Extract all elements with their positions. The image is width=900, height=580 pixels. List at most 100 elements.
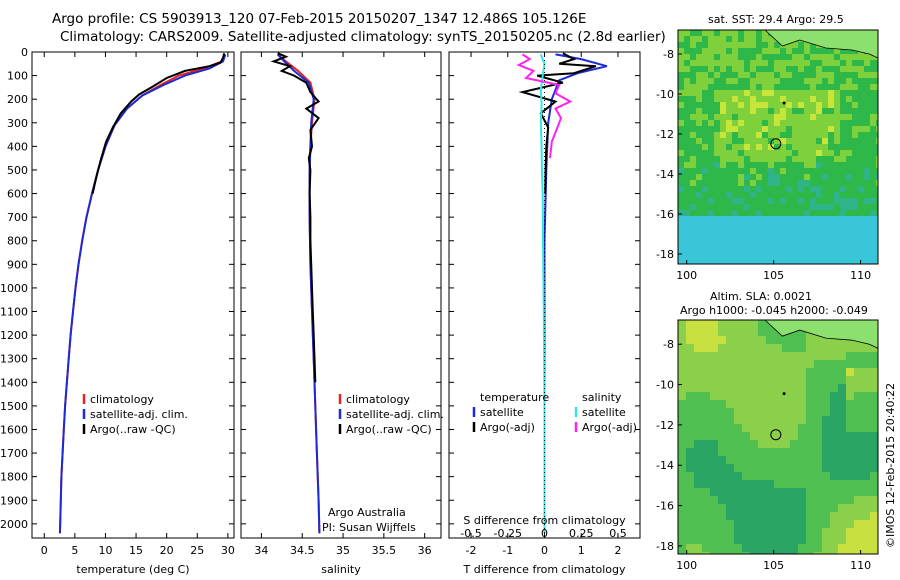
map-cell: [838, 520, 846, 528]
map-cell: [786, 96, 792, 102]
map-cell: [762, 42, 768, 48]
map-cell: [750, 174, 756, 180]
map-cell: [702, 186, 708, 192]
y-tick-label: -10: [656, 88, 674, 101]
map-cell: [732, 228, 738, 234]
map-cell: [862, 488, 870, 496]
map-cell: [702, 472, 710, 480]
map-cell: [684, 30, 690, 36]
map-cell: [792, 204, 798, 210]
map-cell: [742, 520, 750, 528]
map-cell: [870, 416, 878, 424]
map-cell: [762, 138, 768, 144]
map-cell: [806, 536, 814, 544]
map-cell: [846, 48, 852, 54]
map-cell: [774, 144, 780, 150]
map-cell: [758, 336, 766, 344]
map-cell: [864, 72, 870, 78]
map-cell: [814, 520, 822, 528]
map-cell: [702, 228, 708, 234]
map-cell: [702, 528, 710, 536]
map-cell: [726, 416, 734, 424]
map-cell: [710, 544, 718, 552]
map-cell: [870, 368, 878, 376]
map-cell: [734, 512, 742, 520]
map-cell: [708, 162, 714, 168]
map-cell: [742, 448, 750, 456]
map-cell: [734, 456, 742, 464]
map-cell: [862, 528, 870, 536]
map-cell: [744, 42, 750, 48]
map-cell: [750, 144, 756, 150]
map-cell: [720, 204, 726, 210]
map-cell: [744, 156, 750, 162]
map-cell: [756, 42, 762, 48]
map-cell: [786, 72, 792, 78]
map-cell: [714, 174, 720, 180]
map-cell: [840, 156, 846, 162]
map-cell: [702, 72, 708, 78]
map-cell: [756, 222, 762, 228]
map-cell: [828, 114, 834, 120]
map-cell: [720, 30, 726, 36]
map-cell: [798, 96, 804, 102]
map-cell: [846, 432, 854, 440]
map-cell: [782, 392, 790, 400]
map-cell: [732, 156, 738, 162]
map-cell: [810, 54, 816, 60]
map-cell: [864, 258, 870, 264]
map-cell: [804, 258, 810, 264]
map-cell: [828, 228, 834, 234]
map-cell: [798, 336, 806, 344]
map-cell: [714, 186, 720, 192]
map-cell: [774, 42, 780, 48]
map-cell: [766, 480, 774, 488]
map-cell: [846, 222, 852, 228]
map-cell: [710, 400, 718, 408]
x-tick-label: 20: [160, 544, 174, 557]
map-cell: [814, 488, 822, 496]
map-cell: [876, 144, 878, 150]
map-cell: [686, 448, 694, 456]
map-cell: [734, 360, 742, 368]
map-cell: [854, 536, 862, 544]
map-cell: [702, 376, 710, 384]
map-cell: [822, 258, 828, 264]
map-cell: [738, 234, 744, 240]
map-cell: [690, 228, 696, 234]
map-cell: [846, 138, 852, 144]
map-cell: [762, 168, 768, 174]
map-cell: [852, 198, 858, 204]
map-cell: [854, 384, 862, 392]
map-cell: [774, 480, 782, 488]
map-cell: [720, 192, 726, 198]
map-cell: [690, 192, 696, 198]
map-cell: [792, 114, 798, 120]
panel-sat-SST-map: 100 105 110-8-10-12-14-16-18: [656, 29, 879, 282]
map-cell: [750, 258, 756, 264]
map-cell: [756, 54, 762, 60]
map-cell: [862, 360, 870, 368]
map-cell: [804, 144, 810, 150]
map-cell: [858, 144, 864, 150]
map-cell: [792, 54, 798, 60]
map-cell: [678, 258, 684, 264]
map-cell: [766, 344, 774, 352]
map-cell: [846, 162, 852, 168]
map-cell: [758, 552, 766, 554]
map-cell: [804, 204, 810, 210]
map-cell: [758, 424, 766, 432]
map-cell: [738, 192, 744, 198]
map-cell: [720, 48, 726, 54]
map-cell: [768, 96, 774, 102]
map-cell: [798, 496, 806, 504]
map-cell: [678, 328, 686, 336]
map-cell: [750, 328, 758, 336]
map-cell: [734, 488, 742, 496]
map-cell: [822, 48, 828, 54]
map-cell: [714, 42, 720, 48]
map-cell: [862, 400, 870, 408]
map-cell: [726, 48, 732, 54]
map-cell: [782, 528, 790, 536]
map-cell: [766, 360, 774, 368]
